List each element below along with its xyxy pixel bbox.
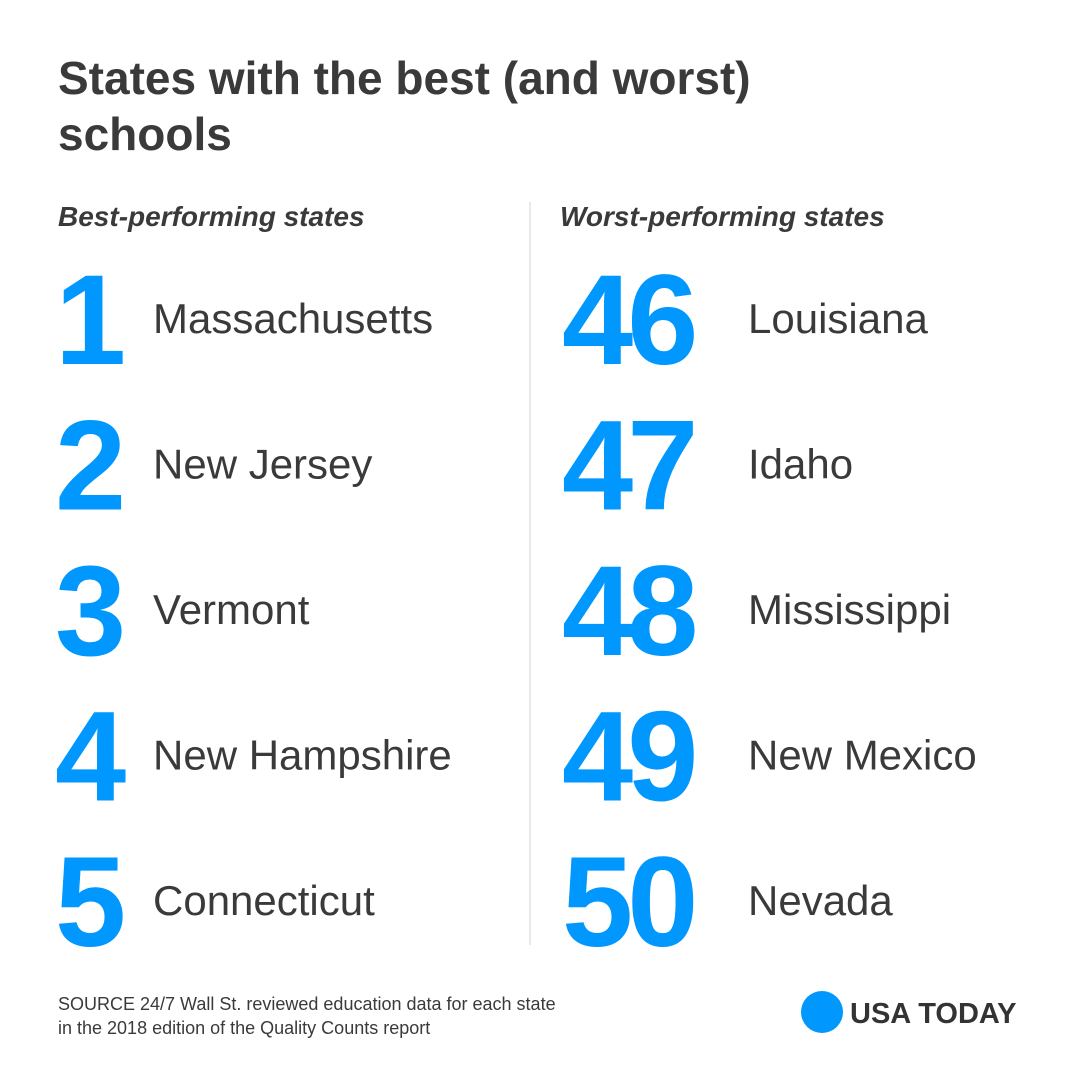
- state-name: Vermont: [153, 586, 310, 633]
- title-line: schools: [58, 108, 232, 160]
- logo-dot: [801, 991, 843, 1033]
- state-name: Mississippi: [748, 586, 951, 633]
- rank-number: 47: [562, 395, 693, 538]
- source-line: SOURCE 24/7 Wall St. reviewed education …: [58, 994, 556, 1014]
- rank-number: 46: [562, 249, 694, 392]
- state-name: Connecticut: [153, 877, 375, 924]
- title-line: States with the best (and worst): [58, 52, 751, 104]
- rank-number: 3: [55, 540, 122, 683]
- state-name: Massachusetts: [153, 295, 433, 342]
- rank-number: 4: [55, 686, 126, 829]
- rank-number: 2: [55, 395, 122, 538]
- rank-number: 49: [562, 686, 694, 829]
- state-name: Nevada: [748, 877, 893, 924]
- source-line: in the 2018 edition of the Quality Count…: [58, 1018, 430, 1038]
- rank-number: 50: [562, 831, 693, 974]
- rank-number: 5: [55, 831, 123, 974]
- state-name: New Hampshire: [153, 732, 452, 779]
- state-name: New Mexico: [748, 732, 977, 779]
- column-heading: Best-performing states: [58, 201, 365, 232]
- state-name: Idaho: [748, 441, 853, 488]
- logo-text: USA TODAY: [850, 998, 1017, 1030]
- rank-number: 48: [562, 540, 695, 683]
- rank-number: 1: [55, 249, 123, 392]
- state-name: Louisiana: [748, 295, 928, 342]
- state-name: New Jersey: [153, 441, 372, 488]
- column-heading: Worst-performing states: [560, 201, 885, 232]
